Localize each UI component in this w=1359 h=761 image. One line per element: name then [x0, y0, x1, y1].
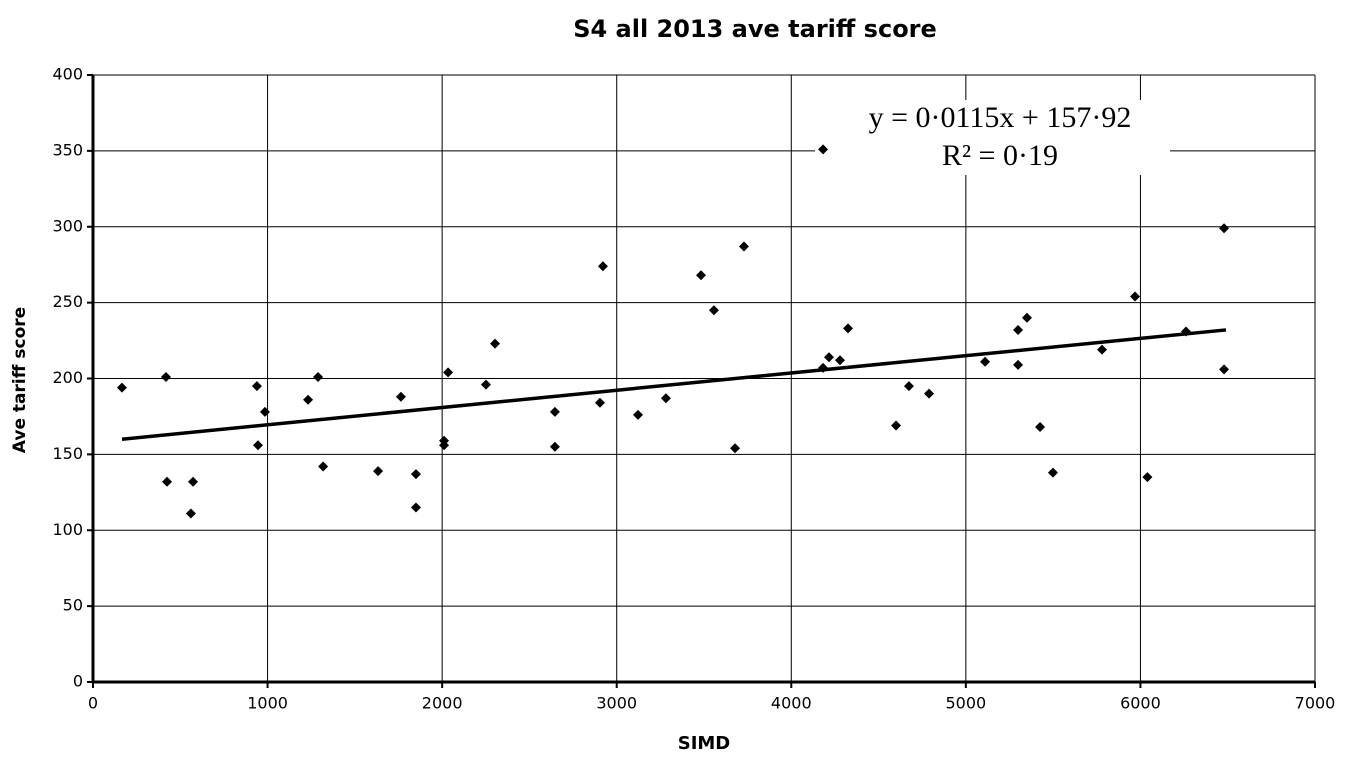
- y-tick-label: 250: [52, 292, 83, 311]
- point: [834, 355, 845, 366]
- annotation-box: [815, 100, 1170, 175]
- point: [116, 382, 127, 393]
- point: [373, 466, 384, 477]
- point: [1047, 467, 1058, 478]
- point: [1021, 312, 1032, 323]
- point: [597, 261, 608, 272]
- point: [660, 393, 671, 404]
- x-tick-label: 5000: [945, 694, 986, 713]
- y-tick-label: 300: [52, 216, 83, 235]
- point: [696, 270, 707, 281]
- point: [843, 323, 854, 334]
- x-tick-label: 6000: [1120, 694, 1161, 713]
- point: [1180, 326, 1191, 337]
- annotation: R² = 0·19: [942, 139, 1058, 172]
- point: [549, 441, 560, 452]
- trendline: [121, 328, 1227, 441]
- point: [549, 406, 560, 417]
- point: [1013, 359, 1024, 370]
- x-axis-label: SIMD: [678, 733, 731, 754]
- point: [410, 469, 421, 480]
- point: [708, 305, 719, 316]
- point: [480, 379, 491, 390]
- x-tick-label: 0: [88, 694, 98, 713]
- point: [980, 356, 991, 367]
- y-tick-label: 0: [73, 672, 83, 691]
- point: [490, 338, 501, 349]
- x-tick-label: 7000: [1295, 694, 1336, 713]
- point: [259, 406, 270, 417]
- point: [185, 508, 196, 519]
- point: [818, 144, 829, 155]
- annotation: y = 0·0115x + 157·92: [869, 101, 1132, 134]
- point: [1013, 324, 1024, 335]
- point: [410, 502, 421, 513]
- y-axis-label: Ave tariff score: [10, 307, 30, 453]
- point: [823, 352, 834, 363]
- x-tick-label: 4000: [771, 694, 812, 713]
- point: [439, 440, 450, 451]
- point: [738, 241, 749, 252]
- y-tick-label: 150: [52, 444, 83, 463]
- point: [730, 443, 741, 454]
- point: [188, 476, 199, 487]
- point: [1142, 472, 1153, 483]
- y-tick-label: 50: [63, 596, 83, 615]
- point: [1219, 364, 1230, 375]
- point: [1097, 344, 1108, 355]
- y-tick-label: 100: [52, 520, 83, 539]
- y-tick-label: 200: [52, 368, 83, 387]
- point: [318, 461, 329, 472]
- point: [903, 381, 914, 392]
- point: [251, 381, 262, 392]
- point: [1130, 291, 1141, 302]
- point: [395, 391, 406, 402]
- point: [303, 394, 314, 405]
- point: [891, 420, 902, 431]
- chart-title: S4 all 2013 ave tariff score: [573, 15, 937, 43]
- point: [1219, 223, 1230, 234]
- point: [633, 409, 644, 420]
- y-tick-label: 350: [52, 140, 83, 159]
- point: [162, 476, 173, 487]
- x-tick-label: 3000: [596, 694, 637, 713]
- point: [252, 440, 263, 451]
- point: [313, 371, 324, 382]
- x-tick-label: 1000: [247, 694, 288, 713]
- point: [160, 371, 171, 382]
- point: [1035, 422, 1046, 433]
- x-tick-label: 2000: [422, 694, 463, 713]
- point: [818, 362, 829, 373]
- point: [443, 367, 454, 378]
- point: [594, 397, 605, 408]
- point: [924, 388, 935, 399]
- y-tick-label: 400: [52, 65, 83, 84]
